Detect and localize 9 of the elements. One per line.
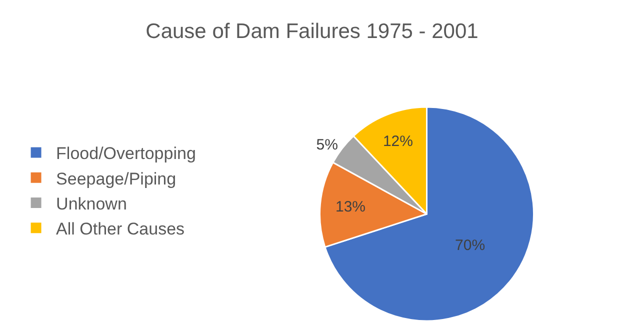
data-label: 5% <box>316 136 338 154</box>
legend-label: Flood/Overtopping <box>56 144 196 164</box>
legend-label: All Other Causes <box>56 219 185 238</box>
chart-title: Cause of Dam Failures 1975 - 2001 <box>146 20 478 43</box>
data-label: 13% <box>335 198 366 216</box>
legend-label: Unknown <box>56 194 127 214</box>
legend-label: Seepage/Piping <box>56 169 176 188</box>
data-label: 70% <box>455 236 486 254</box>
data-label: 12% <box>382 132 413 150</box>
